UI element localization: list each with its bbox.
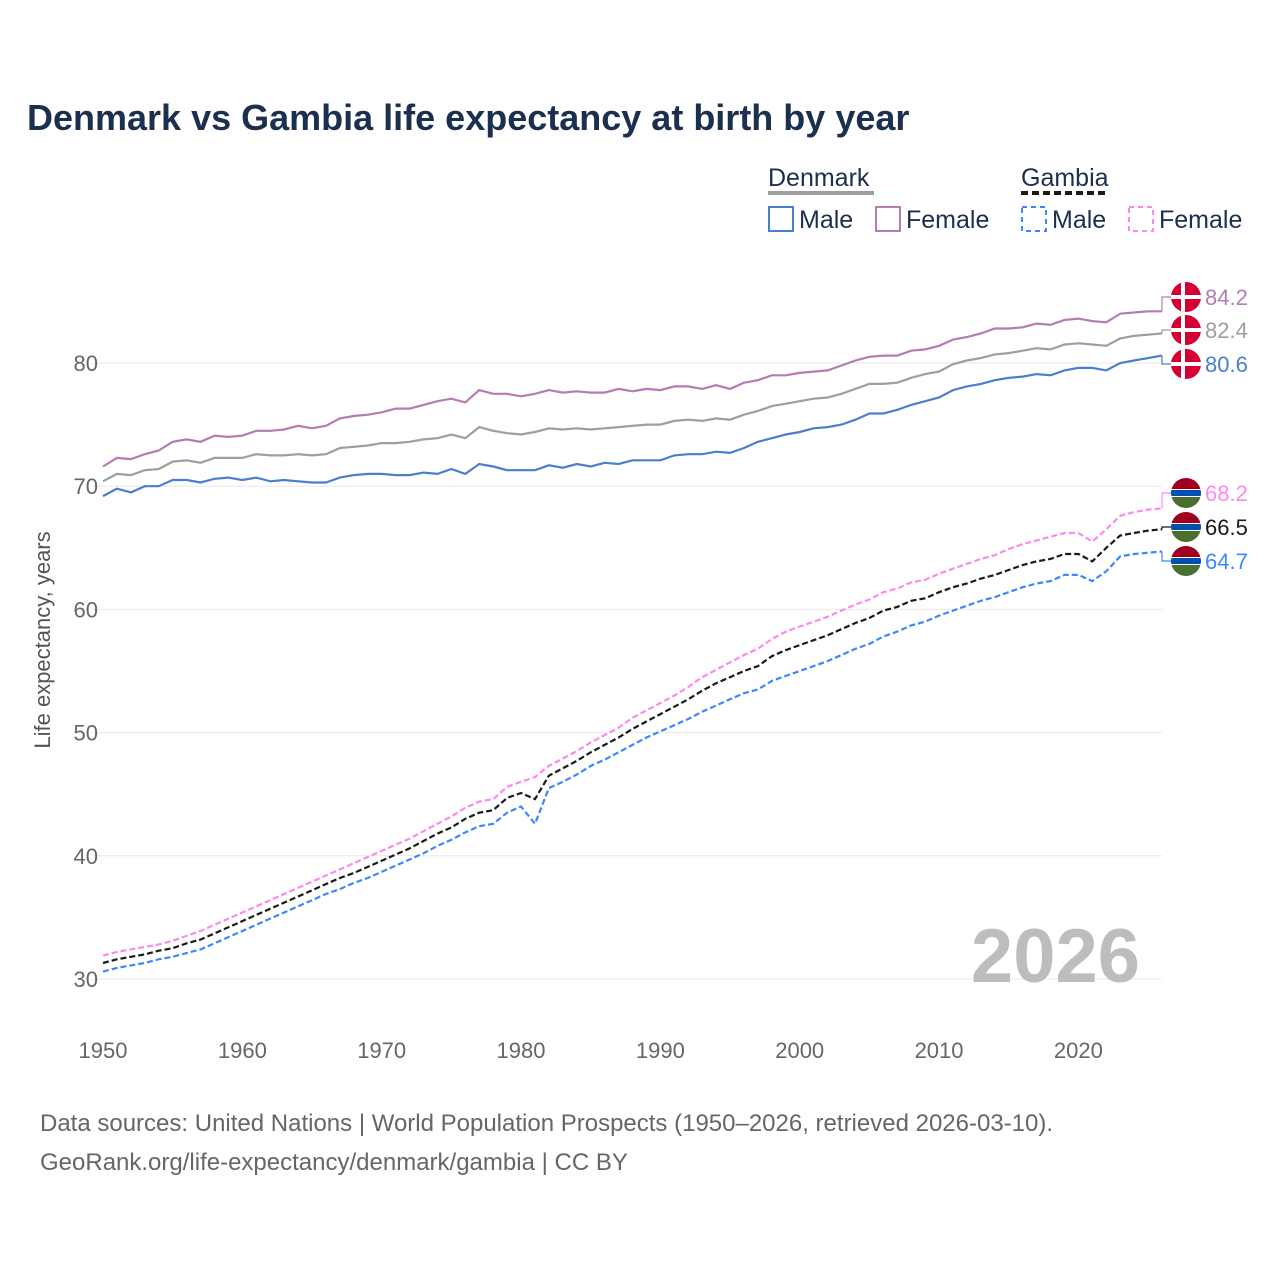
denmark-flag-icon	[1171, 349, 1201, 379]
connector-gambia-female	[1161, 492, 1172, 509]
legend-label-gambia-male: Male	[1052, 206, 1106, 234]
flag-body	[1171, 315, 1201, 345]
x-tick-label-1950: 1950	[79, 1038, 128, 1063]
connector-denmark-total	[1161, 329, 1172, 334]
x-tick-label-1980: 1980	[497, 1038, 546, 1063]
footer-link[interactable]: GeoRank.org/life-expectancy/denmark/gamb…	[40, 1149, 628, 1176]
flag-body	[1171, 282, 1201, 312]
flag-red	[1171, 512, 1201, 523]
flag-green	[1171, 565, 1201, 576]
legend-swatch-denmark-male	[768, 206, 794, 232]
flag-body	[1171, 512, 1201, 542]
y-tick-label-30: 30	[74, 967, 98, 992]
flag-body	[1171, 478, 1201, 508]
flag-blue	[1171, 490, 1201, 496]
line-denmark-total	[102, 332, 1163, 483]
line-denmark-female	[102, 310, 1162, 468]
legend-label-denmark-female: Female	[906, 206, 989, 234]
flag-cross-h	[1171, 295, 1201, 299]
legend-swatch-gambia-female	[1128, 206, 1154, 232]
x-tick-label-2010: 2010	[915, 1038, 964, 1063]
flag-red	[1171, 478, 1201, 489]
end-label-gambia-total: 66.5	[1205, 515, 1248, 540]
connector-denmark-female	[1161, 296, 1172, 312]
connector-gambia-total	[1161, 526, 1172, 530]
y-tick-label-70: 70	[74, 474, 98, 499]
flag-red	[1171, 546, 1201, 557]
denmark-flag-icon	[1171, 315, 1201, 345]
flag-green	[1171, 531, 1201, 542]
series-lines	[102, 310, 1163, 973]
chart-title: Denmark vs Gambia life expectancy at bir…	[27, 97, 909, 138]
x-tick-label-1970: 1970	[357, 1038, 406, 1063]
legend-swatch-gambia-male	[1021, 206, 1047, 232]
x-axis-ticks: 1950 1960 1970 1980 1990 2000 2010 2020	[79, 1038, 1103, 1063]
end-label-denmark-female: 84.2	[1205, 285, 1248, 310]
flag-cross-h	[1171, 328, 1201, 332]
end-label-gambia-female: 68.2	[1205, 481, 1248, 506]
x-tick-label-2020: 2020	[1054, 1038, 1103, 1063]
denmark-flag-icon	[1171, 282, 1201, 312]
x-tick-label-2000: 2000	[775, 1038, 824, 1063]
flag-blue	[1171, 558, 1201, 564]
gambia-flag-icon	[1171, 478, 1201, 508]
gambia-flag-icon	[1171, 512, 1201, 542]
line-gambia-female	[102, 507, 1163, 957]
end-label-gambia-male: 64.7	[1205, 549, 1248, 574]
y-tick-label-50: 50	[74, 721, 98, 746]
legend-group-denmark: Denmark	[768, 164, 870, 192]
legend-label-gambia-female: Female	[1159, 206, 1242, 234]
legend: Denmark Male Female Gambia Male Female	[768, 164, 1242, 234]
x-tick-label-1990: 1990	[636, 1038, 685, 1063]
flag-cross-h	[1171, 362, 1201, 366]
end-label-denmark-total: 82.4	[1205, 318, 1248, 343]
y-axis-ticks: 30 40 50 60 70 80	[74, 351, 98, 992]
line-denmark-male	[102, 354, 1163, 498]
end-label-denmark-male: 80.6	[1205, 352, 1248, 377]
y-tick-label-60: 60	[74, 597, 98, 622]
gambia-flag-icon	[1171, 546, 1201, 576]
y-axis-label: Life expectancy, years	[30, 531, 55, 748]
end-labels: 84.2 82.4 80.6 68.2 66.5 64.7	[1161, 282, 1248, 576]
legend-group-gambia: Gambia	[1021, 164, 1109, 192]
flag-green	[1171, 497, 1201, 508]
legend-swatch-denmark-female	[875, 206, 901, 232]
line-gambia-male	[102, 550, 1163, 973]
y-tick-label-80: 80	[74, 351, 98, 376]
footer-sources: Data sources: United Nations | World Pop…	[40, 1110, 1053, 1137]
y-tick-label-40: 40	[74, 844, 98, 869]
connector-gambia-male	[1161, 551, 1172, 562]
flag-body	[1171, 546, 1201, 576]
flag-body	[1171, 349, 1201, 379]
legend-label-denmark-male: Male	[799, 206, 853, 234]
flag-blue	[1171, 524, 1201, 530]
year-watermark: 2026	[971, 914, 1140, 999]
connector-denmark-male	[1161, 355, 1172, 365]
x-tick-label-1960: 1960	[218, 1038, 267, 1063]
